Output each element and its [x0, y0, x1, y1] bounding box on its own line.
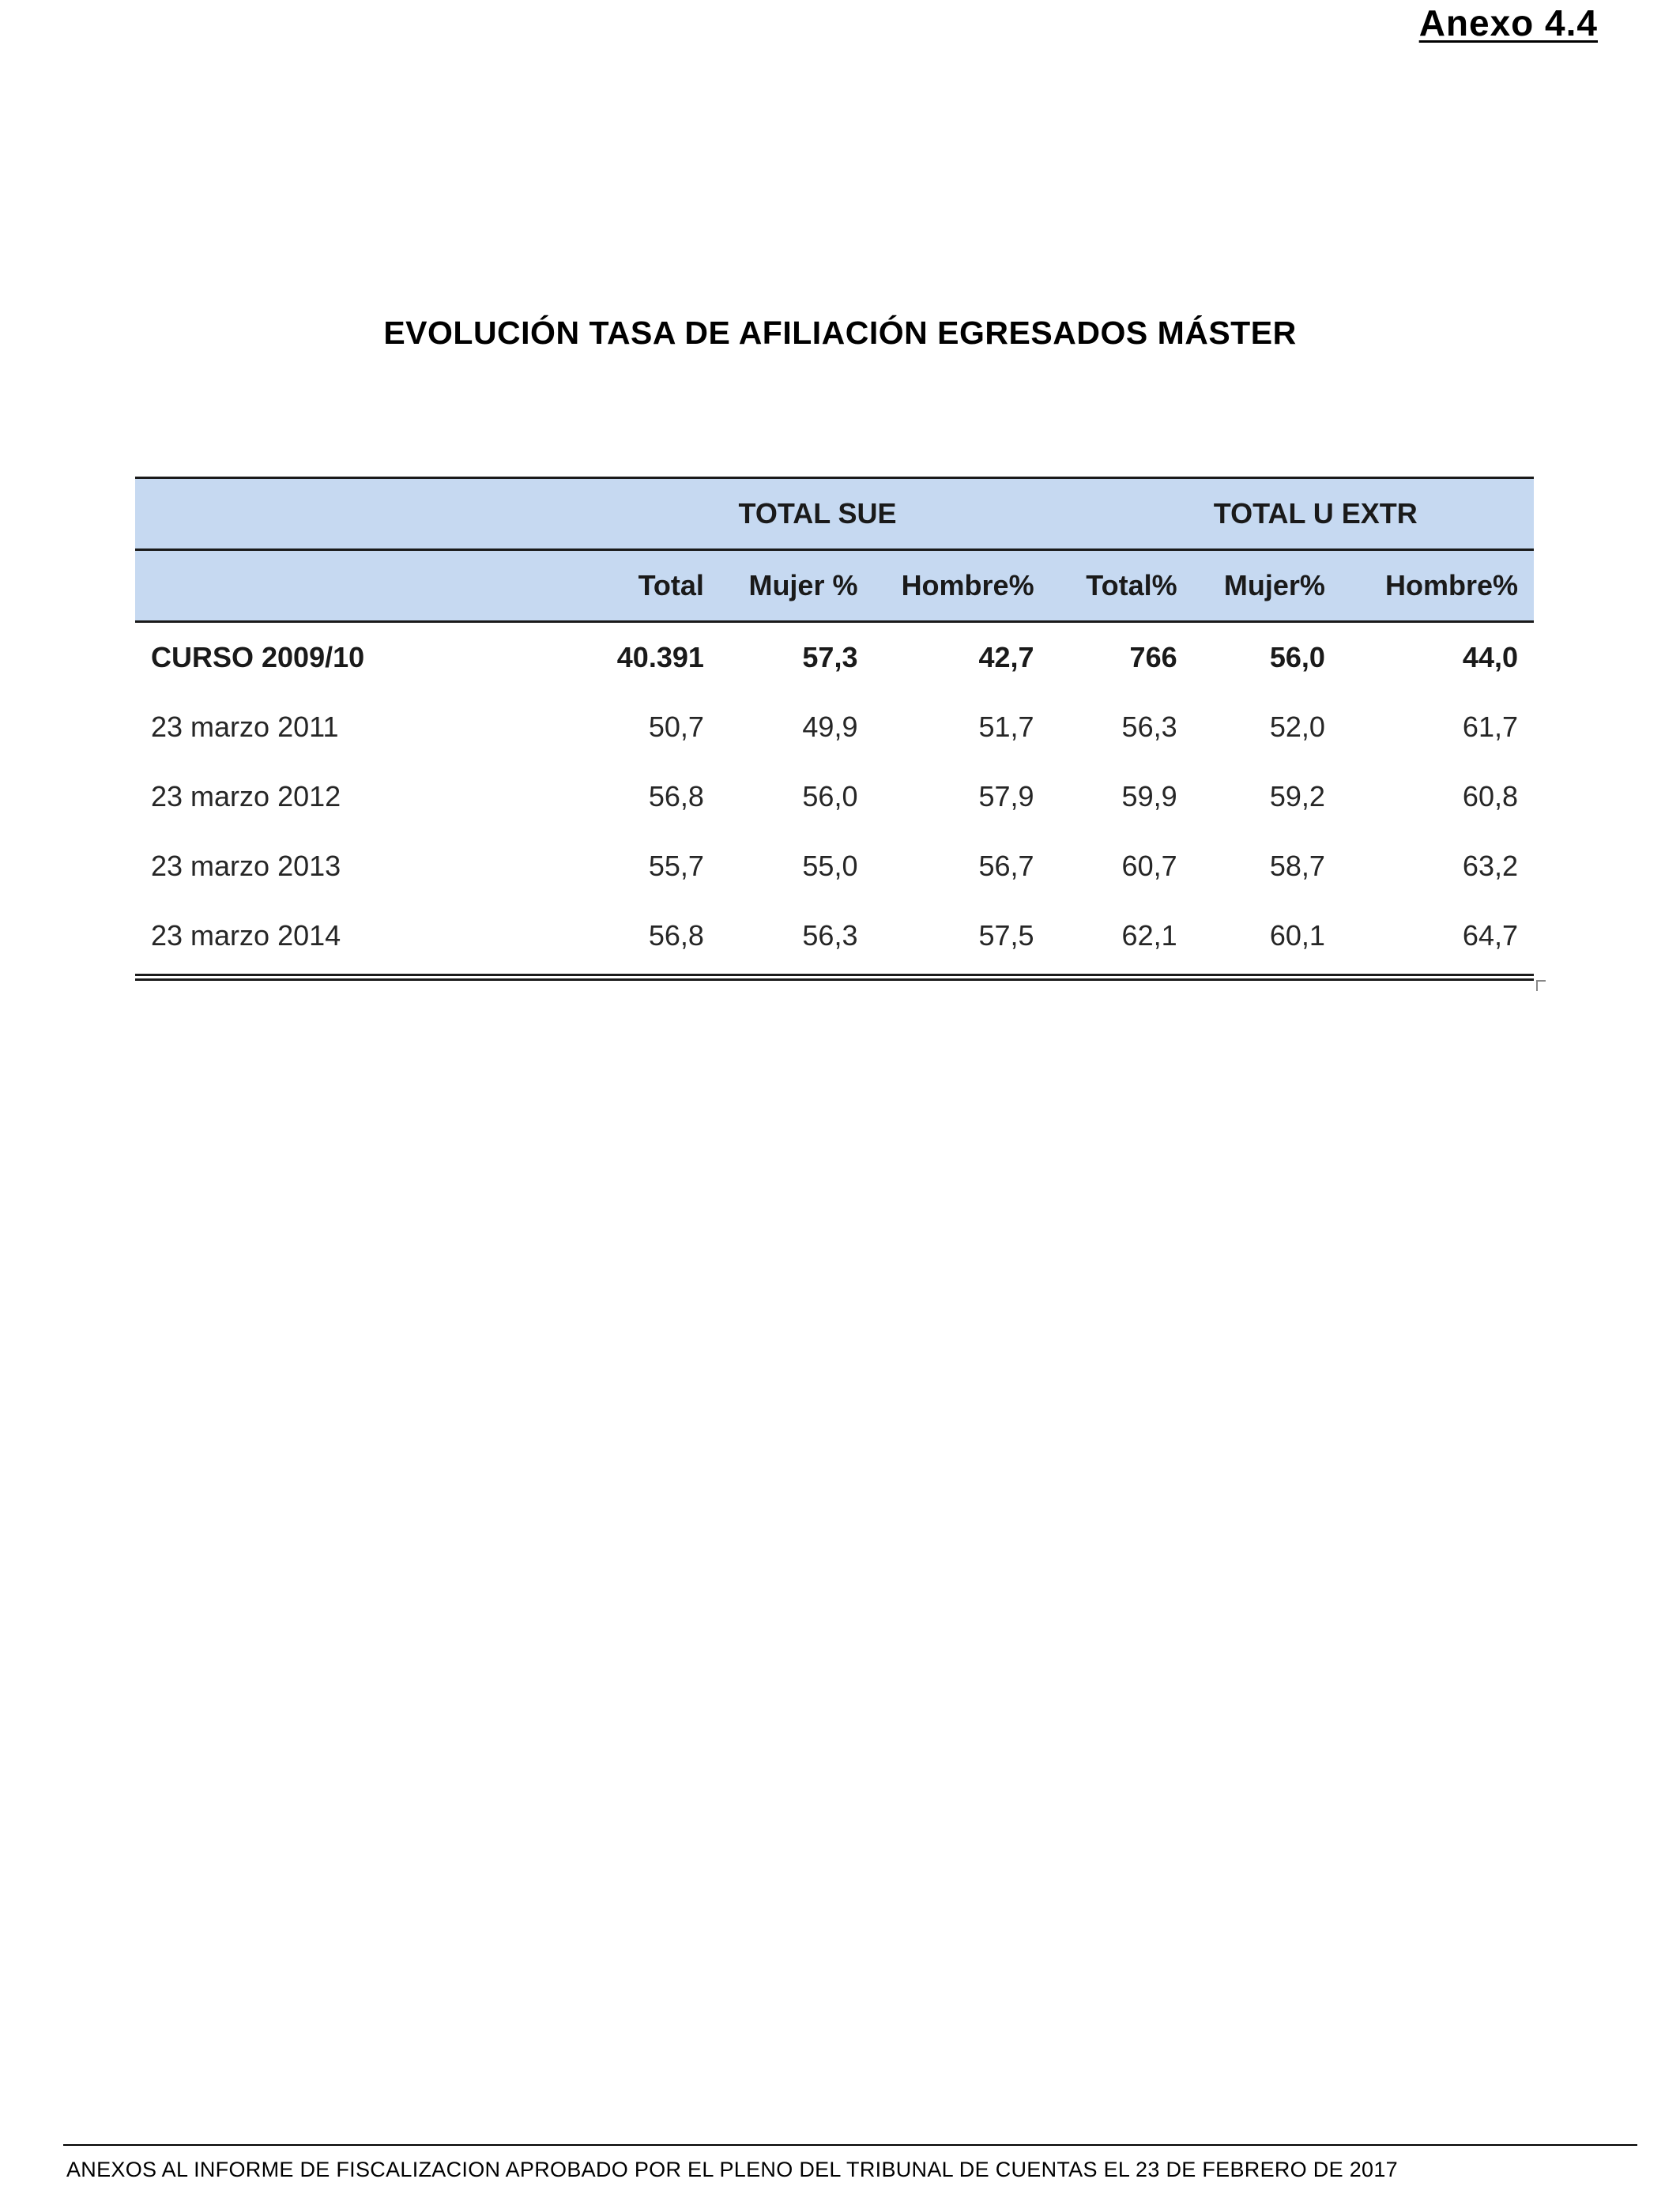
cell-value: 58,7	[1269, 850, 1325, 882]
group-header-total-u-extr: TOTAL U EXTR	[1049, 477, 1534, 551]
cell-value: 57,3	[802, 641, 858, 673]
page-footer: ANEXOS AL INFORME DE FISCALIZACION APROB…	[66, 2158, 1398, 2181]
affiliation-table: TOTAL SUE TOTAL U EXTR Total Mujer % Hom…	[135, 477, 1534, 971]
cell-value: 60,7	[1121, 850, 1177, 882]
cell-value: 55,7	[648, 850, 704, 882]
column-header-mujer-pct: Mujer %	[719, 549, 874, 623]
table-row: CURSO 2009/10 40.391 57,3 42,7 766 56,0 …	[135, 622, 1534, 693]
column-header-hombre-pct-extr: Hombre%	[1340, 549, 1534, 623]
column-header-mujer-pct-extr: Mujer%	[1192, 549, 1341, 623]
column-header-total: Total	[537, 549, 720, 623]
cell-value: 56,3	[1121, 711, 1177, 743]
cell-value: 40.391	[616, 641, 704, 673]
row-label: 23 marzo 2013	[151, 850, 341, 882]
column-header-total-pct: Total%	[1049, 549, 1193, 623]
cell-value: 57,5	[978, 919, 1034, 952]
cell-value: 60,8	[1462, 780, 1518, 812]
cell-value: 56,8	[648, 780, 704, 812]
cell-value: 44,0	[1462, 641, 1518, 673]
annex-label: Anexo 4.4	[1418, 2, 1598, 43]
cell-value: 62,1	[1121, 919, 1177, 952]
table-group-header-row: TOTAL SUE TOTAL U EXTR	[135, 477, 1534, 551]
cell-value: 64,7	[1462, 919, 1518, 952]
cell-value: 56,0	[1269, 641, 1325, 673]
cell-value: 61,7	[1462, 711, 1518, 743]
cell-value: 57,9	[978, 780, 1034, 812]
cell-value: 56,0	[802, 780, 858, 812]
cell-value: 50,7	[648, 711, 704, 743]
cell-value: 56,8	[648, 919, 704, 952]
table-row: 23 marzo 2014 56,8 56,3 57,5 62,1 60,1 6…	[135, 901, 1534, 971]
cell-value: 51,7	[978, 711, 1034, 743]
row-label: 23 marzo 2011	[151, 711, 339, 743]
group-header-total-sue: TOTAL SUE	[537, 477, 1050, 551]
cell-value: 766	[1129, 641, 1177, 673]
table-row: 23 marzo 2011 50,7 49,9 51,7 56,3 52,0 6…	[135, 692, 1534, 762]
row-label: CURSO 2009/10	[151, 641, 365, 673]
document-title: EVOLUCIÓN TASA DE AFILIACIÓN EGRESADOS M…	[383, 315, 1297, 351]
row-label: 23 marzo 2012	[151, 780, 341, 812]
row-label: 23 marzo 2014	[151, 919, 341, 952]
cell-value: 56,3	[802, 919, 858, 952]
cell-value: 49,9	[802, 711, 858, 743]
column-header-hombre-pct: Hombre%	[873, 549, 1050, 623]
table-row: 23 marzo 2012 56,8 56,0 57,9 59,9 59,2 6…	[135, 762, 1534, 831]
cell-value: 60,1	[1269, 919, 1325, 952]
header-blank-cell	[135, 477, 538, 551]
table-row: 23 marzo 2013 55,7 55,0 56,7 60,7 58,7 6…	[135, 831, 1534, 901]
header-blank-cell	[135, 549, 538, 623]
table-bottom-double-rule	[135, 974, 1534, 981]
cell-value: 59,9	[1121, 780, 1177, 812]
cell-value: 55,0	[802, 850, 858, 882]
footer-divider	[63, 2144, 1637, 2146]
table-column-header-row: Total Mujer % Hombre% Total% Mujer% Homb…	[135, 549, 1534, 623]
affiliation-table-container: TOTAL SUE TOTAL U EXTR Total Mujer % Hom…	[135, 477, 1534, 981]
crop-corner-mark	[1536, 980, 1546, 991]
cell-value: 42,7	[978, 641, 1034, 673]
cell-value: 56,7	[978, 850, 1034, 882]
cell-value: 52,0	[1269, 711, 1325, 743]
cell-value: 59,2	[1269, 780, 1325, 812]
cell-value: 63,2	[1462, 850, 1518, 882]
